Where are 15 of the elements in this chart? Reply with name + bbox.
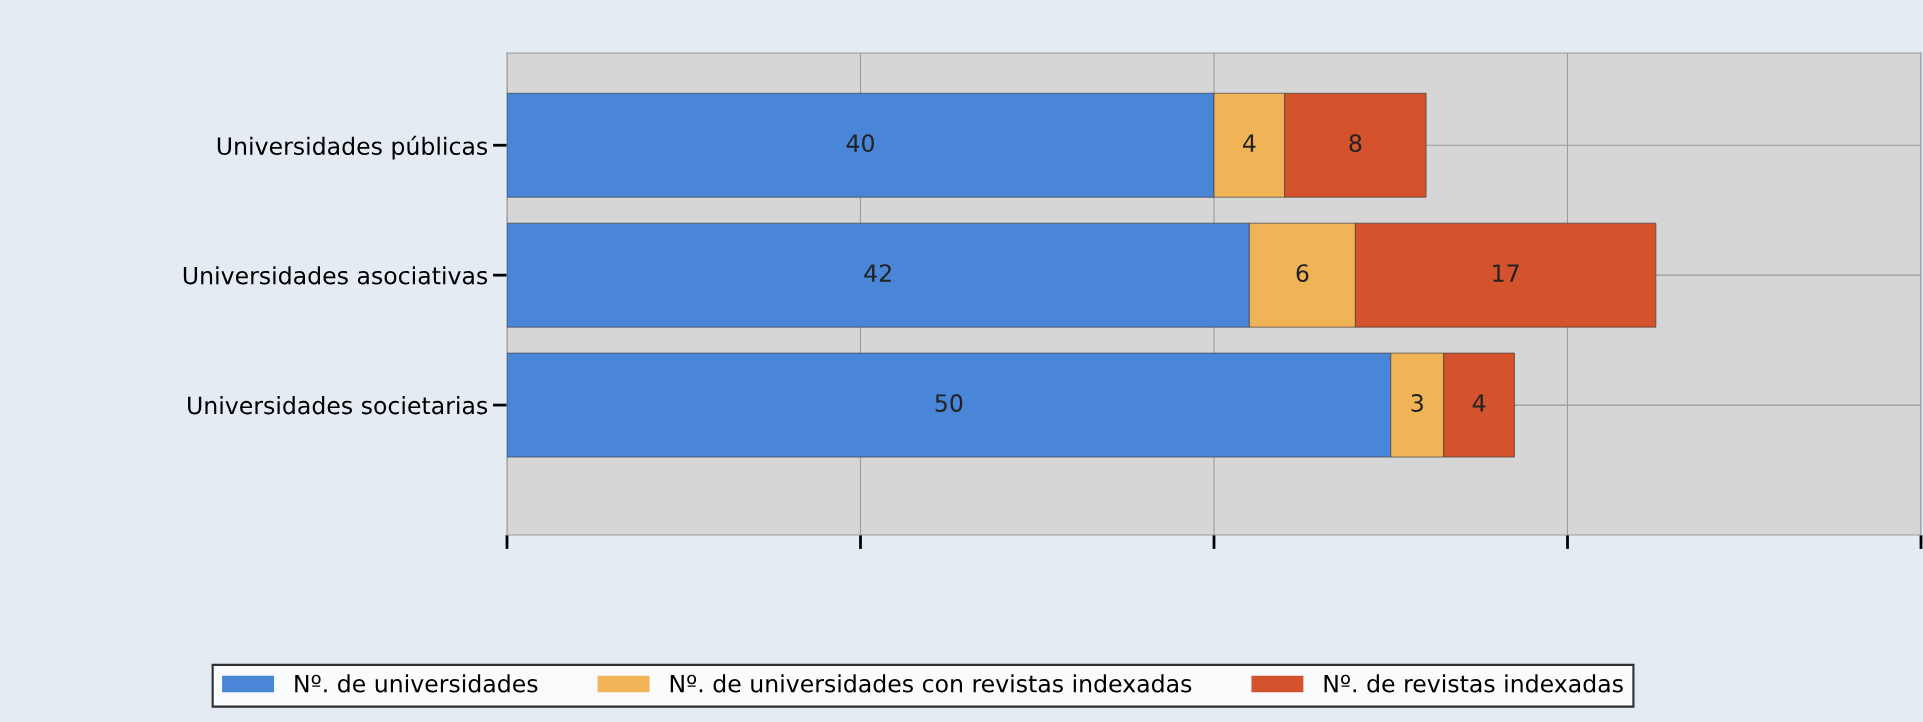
data-label: 8 [1349, 134, 1362, 153]
data-label: 3 [1411, 394, 1423, 412]
data-label: 42 [864, 264, 891, 282]
data-label: 4 [1242, 134, 1256, 152]
data-label: 4 [1472, 394, 1486, 412]
y-tick-label: Universidades públicas [217, 135, 488, 160]
data-label: 6 [1296, 264, 1309, 283]
data-label: 50 [935, 394, 963, 412]
legend-label: Nº. de revistas indexadas [1324, 674, 1623, 693]
y-tick-label: Universidades societarias [188, 396, 488, 415]
legend-label: Nº. de universidades [295, 674, 538, 693]
legend-label: Nº. de universidades con revistas indexadas [670, 674, 1192, 693]
y-tick-label: Universidades asociativas [183, 266, 488, 285]
data-label: 40 [846, 134, 874, 153]
data-label: 17 [1493, 264, 1519, 282]
